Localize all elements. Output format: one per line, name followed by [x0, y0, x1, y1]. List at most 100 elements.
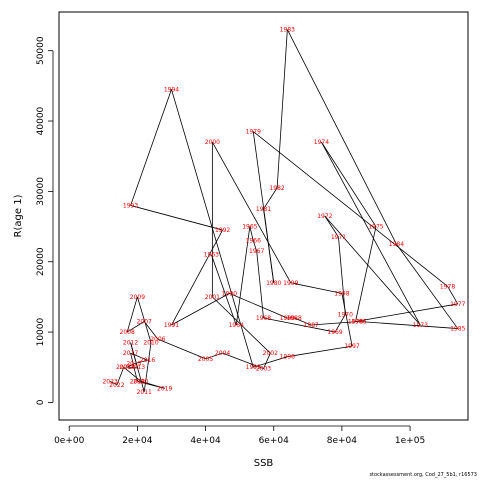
year-labels: 1963 1964 1965 1966 1967 1968 1969 1970 1971 1972… [102, 27, 465, 396]
point-label-1964: 1964 [229, 322, 244, 329]
point-label-1973: 1973 [413, 322, 428, 329]
point-label-1985: 1985 [450, 326, 465, 333]
trajectory-segment-2006-2007 [143, 321, 159, 340]
point-label-1988: 1988 [287, 315, 302, 322]
point-label-1990: 1990 [222, 290, 237, 297]
point-label-1965: 1965 [242, 224, 257, 231]
point-label-2015: 2015 [126, 361, 141, 368]
point-label-1998: 1998 [334, 290, 349, 297]
point-label-2013: 2013 [130, 364, 145, 371]
trajectory-segment-2020-2021 [123, 366, 142, 382]
point-label-2002: 2002 [263, 350, 278, 357]
trajectory-segment-1989-1990 [229, 293, 288, 319]
trajectory-segment-1986-1987 [311, 321, 359, 326]
point-label-1993: 1993 [123, 202, 138, 209]
point-label-2001: 2001 [205, 294, 220, 301]
x-tick-label-1: 2e+04 [122, 436, 153, 446]
trajectory-segment-2022-2023 [109, 380, 118, 386]
trajectory-segment-1967-1968 [256, 251, 264, 319]
trajectory-lines [109, 29, 459, 392]
trajectory-segment-1966-1967 [252, 240, 258, 252]
point-label-1983: 1983 [280, 27, 295, 34]
point-label-1984: 1984 [389, 241, 404, 248]
point-label-1982: 1982 [269, 185, 284, 192]
point-label-1968: 1968 [256, 315, 271, 322]
point-label-1994: 1994 [164, 86, 179, 93]
point-label-1997: 1997 [344, 343, 359, 350]
point-label-1966: 1966 [246, 238, 261, 245]
y-tick-label-2: 20000 [36, 247, 46, 276]
point-label-1978: 1978 [440, 283, 455, 290]
x-axis: 0e+00 2e+04 4e+04 6e+04 8e+04 1e+05 [54, 425, 425, 446]
point-label-1971: 1971 [331, 234, 346, 241]
point-label-2009: 2009 [130, 294, 145, 301]
trajectory-segment-2002-2003 [263, 353, 271, 369]
point-label-1974: 1974 [314, 139, 329, 146]
point-label-2005: 2005 [198, 356, 213, 363]
trajectory-segment-1992-1993 [130, 205, 223, 231]
point-label-2010: 2010 [143, 340, 158, 347]
point-label-2007: 2007 [137, 319, 152, 326]
trajectory-segment-2007-2008 [126, 321, 145, 333]
point-label-2003: 2003 [256, 366, 271, 373]
trajectory-segment-1972-1973 [324, 215, 421, 326]
trajectory-segment-2016-2017 [130, 352, 148, 361]
trajectory-segment-1991-1992 [171, 229, 223, 326]
trajectory-segment-2004-2005 [205, 352, 223, 360]
trajectory-segment-1977-1978 [447, 286, 459, 305]
point-label-1963: 1963 [204, 252, 219, 259]
y-tick-label-5: 50000 [36, 36, 46, 65]
trajectory-segment-1980-1981 [263, 208, 275, 283]
trajectory-segment-1982-1983 [276, 29, 288, 188]
point-label-2012: 2012 [123, 340, 138, 347]
y-tick-label-3: 30000 [36, 177, 46, 206]
point-label-1991: 1991 [164, 322, 179, 329]
trajectory-segment-1993-1994 [130, 89, 172, 206]
trajectory-segment-1981-1982 [263, 187, 278, 210]
plot-frame [58, 11, 469, 421]
x-tick-label-3: 6e+04 [259, 436, 290, 446]
x-tick-label-2: 4e+04 [190, 436, 221, 446]
point-label-1967: 1967 [249, 248, 264, 255]
trajectory-segment-1995-1996 [253, 356, 288, 368]
point-label-1996: 1996 [280, 354, 295, 361]
footer-source: stockassessment.org, Cod_27_5b1, r16573 [369, 472, 477, 478]
point-label-2014: 2014 [120, 364, 135, 371]
trajectory-segment-1971-1972 [324, 215, 339, 238]
point-label-1976: 1976 [348, 319, 363, 326]
point-label-1995: 1995 [246, 364, 261, 371]
trajectory-segment-1996-1997 [287, 345, 353, 358]
point-label-2017: 2017 [123, 350, 138, 357]
trajectory-segment-1998-1999 [290, 282, 342, 294]
trajectory-segment-1973-1974 [321, 141, 421, 326]
trajectory-segment-2015-2016 [133, 359, 148, 365]
point-label-2006: 2006 [150, 336, 165, 343]
trajectory-segment-2019-2020 [140, 380, 165, 389]
point-label-2021: 2021 [116, 364, 131, 371]
trajectory-segment-1999-2000 [212, 141, 292, 284]
point-label-2022: 2022 [109, 382, 124, 389]
point-label-1981: 1981 [256, 206, 271, 213]
y-axis: 0 10000 20000 30000 40000 50000 [36, 36, 54, 405]
trajectory-segment-1965-1966 [249, 226, 254, 241]
x-axis-title: SSB [254, 458, 274, 469]
point-label-2000: 2000 [205, 139, 220, 146]
point-label-1987: 1987 [304, 322, 319, 329]
trajectory-segment-1990-1991 [171, 293, 230, 326]
point-label-2023: 2023 [102, 378, 117, 385]
trajectory-segment-2005-2006 [157, 338, 206, 360]
point-label-1975: 1975 [368, 224, 383, 231]
trajectory-segment-2014-2015 [126, 363, 135, 368]
trajectory-segment-1968-1969 [263, 317, 336, 333]
point-label-2011: 2011 [137, 389, 152, 396]
y-tick-label-0: 0 [36, 399, 46, 405]
point-label-2016: 2016 [140, 357, 155, 364]
point-label-2004: 2004 [215, 350, 230, 357]
trajectory-segment-1975-1976 [355, 226, 377, 322]
trajectory-segment-1964-1965 [235, 226, 251, 326]
point-label-1970: 1970 [338, 311, 353, 318]
trajectory-segment-2017-2018 [130, 353, 138, 382]
x-tick-label-5: 1e+05 [395, 436, 425, 446]
trajectory-segment-1978-1979 [253, 131, 448, 287]
trajectory-segment-1987-1988 [294, 317, 312, 326]
